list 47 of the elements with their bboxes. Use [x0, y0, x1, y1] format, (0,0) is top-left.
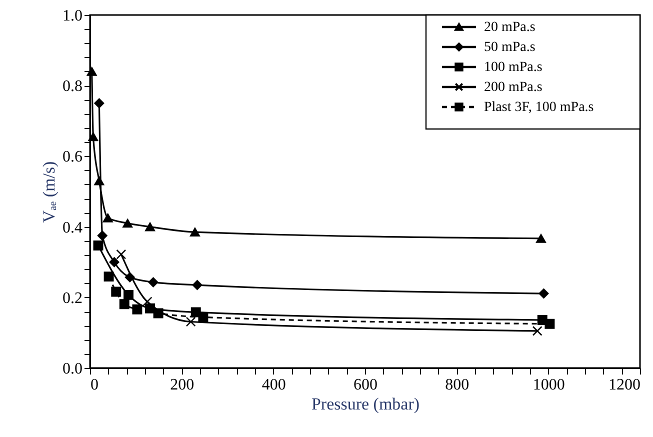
point	[153, 308, 164, 318]
point	[93, 240, 104, 250]
point	[536, 234, 546, 243]
x-tick-label: 600	[354, 376, 378, 394]
legend-label: Plast 3F, 100 mPa.s	[484, 100, 594, 115]
y-tick-label: 0.4	[62, 219, 82, 236]
y-tick-label: 0.2	[62, 290, 82, 307]
y-tick-label: 0.0	[62, 360, 82, 378]
x-tick-label: 1200	[608, 376, 640, 394]
point	[145, 222, 156, 232]
point	[198, 312, 208, 322]
point	[88, 132, 98, 142]
point	[109, 257, 120, 268]
point	[116, 249, 126, 260]
point	[124, 272, 135, 282]
y-tick-label: 0.8	[62, 78, 82, 96]
legend-label: 20 mPa.s	[484, 20, 536, 35]
legend-label: 100 mPa.s	[484, 60, 542, 75]
y-tick-label: 1.0	[62, 8, 82, 24]
x-axis-title: Pressure (mbar)	[311, 394, 420, 414]
x-tick-label: 400	[262, 376, 286, 394]
x-tick-label: 200	[170, 376, 194, 394]
point	[111, 286, 122, 297]
point	[94, 98, 104, 108]
point	[190, 228, 200, 236]
point	[532, 326, 542, 336]
point	[122, 218, 133, 228]
x-tick-label: 800	[445, 376, 470, 394]
point	[119, 299, 130, 310]
legend-label: 200 mPa.s	[484, 80, 542, 95]
point	[186, 316, 196, 327]
point	[102, 214, 113, 222]
point	[148, 277, 158, 288]
x-tick-label: 1000	[532, 376, 565, 394]
point	[124, 290, 134, 300]
point	[538, 288, 549, 298]
point	[104, 272, 114, 282]
y-axis-title: Vₐₑ (m/s)	[40, 161, 58, 223]
point	[97, 230, 108, 241]
y-tick-label: 0.6	[62, 148, 82, 166]
point	[86, 67, 97, 76]
point	[132, 304, 142, 314]
point	[544, 318, 555, 329]
point	[192, 280, 202, 290]
legend-label: 50 mPa.s	[484, 40, 536, 55]
point	[94, 176, 104, 186]
x-tick-label: 0	[90, 376, 98, 394]
